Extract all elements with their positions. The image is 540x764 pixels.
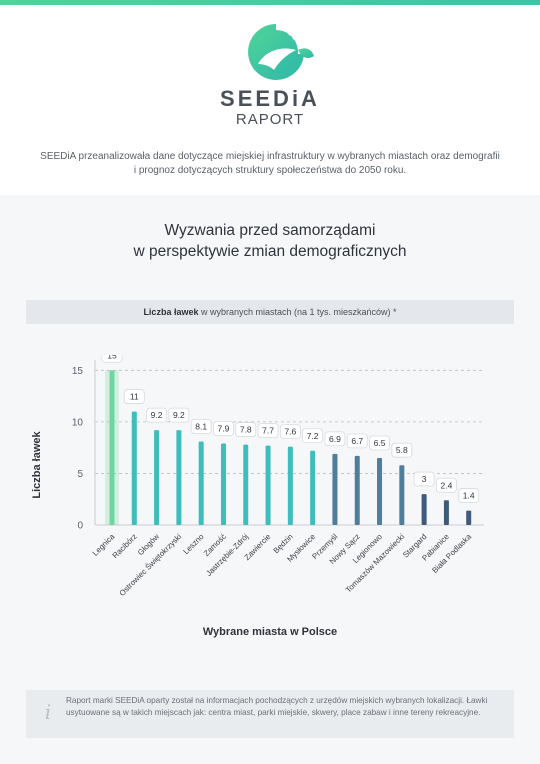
bar-3 [154, 430, 160, 525]
bar-10 [310, 450, 316, 525]
data-label: 5.8 [396, 445, 408, 455]
data-label: 3 [422, 474, 427, 484]
data-label: 11 [130, 392, 139, 402]
data-label: 6.5 [374, 438, 386, 448]
data-label: 7.8 [240, 425, 252, 435]
data-label-box [101, 355, 123, 363]
data-label: 15 [107, 355, 117, 360]
data-label: 6.9 [329, 434, 341, 444]
data-label-box [123, 389, 145, 404]
y-tick-label: 15 [72, 366, 84, 377]
data-label-box [190, 419, 212, 434]
data-label-box [413, 471, 435, 487]
data-label-box [346, 433, 368, 449]
data-label: 7.9 [218, 424, 230, 434]
data-label-box [235, 422, 257, 437]
brand-name: SEEDiA [220, 86, 320, 111]
bar-8 [265, 445, 271, 525]
data-label: 1.4 [463, 491, 475, 501]
footnote-box: i Raport marki SEEDiA oparty został na i… [26, 690, 514, 738]
data-label: 9.2 [151, 410, 163, 420]
data-label-box [168, 407, 190, 423]
report-title-line-1: Wyzwania przed samorządami [164, 222, 376, 239]
bar-13 [377, 457, 383, 525]
data-label-box [279, 424, 301, 440]
seedia-logo-icon [248, 24, 314, 80]
info-icon: i [44, 700, 52, 724]
bar-15 [421, 494, 427, 525]
report-title-line-2: w perspektywie zmian demograficznych [133, 243, 407, 260]
report-title: Wyzwania przed samorządami w perspektywi… [60, 220, 480, 262]
data-label: 2.4 [440, 480, 452, 490]
data-label: 7.6 [284, 427, 296, 437]
data-label: 7.2 [307, 431, 319, 441]
bar-4 [176, 430, 182, 525]
data-label-box [302, 428, 324, 444]
footnote-text: Raport marki SEEDiA oparty został na inf… [66, 696, 488, 717]
data-label-box [458, 488, 480, 503]
y-axis-title: Liczba ławek [31, 430, 43, 498]
data-label: 8.1 [195, 421, 207, 431]
bar-highlight-glow [105, 370, 119, 525]
data-label-box [257, 423, 279, 438]
bar-2 [131, 411, 137, 525]
y-tick-label: 0 [77, 521, 83, 532]
data-label: 9.2 [173, 410, 185, 420]
bar-7 [243, 444, 249, 525]
bar-17 [466, 510, 472, 525]
bar-5 [198, 441, 204, 525]
data-label-box [213, 421, 234, 436]
category-label: Racibórz [111, 532, 139, 560]
data-label-box [324, 431, 346, 447]
data-label-box [146, 407, 167, 423]
bar-11 [332, 453, 338, 525]
bar-14 [399, 465, 405, 525]
data-label: 7.7 [262, 426, 274, 436]
data-label-box [391, 442, 413, 458]
bar-16 [443, 500, 449, 525]
bar-9 [287, 446, 293, 525]
x-axis-label: Wybrane miasta w Polsce [202, 626, 338, 638]
intro-text: SEEDiA przeanalizowała dane dotyczące mi… [40, 151, 500, 176]
brand-subtitle: RAPORT [235, 111, 305, 128]
data-label-box [436, 477, 457, 493]
data-label-box [369, 435, 390, 451]
y-tick-label: 5 [77, 469, 83, 480]
bar-6 [220, 443, 226, 525]
chart-subtitle: Liczba ławek w wybranych miastach (na 1 … [26, 300, 514, 324]
chart-subtitle-bold: Liczba ławek [143, 307, 199, 317]
chart-subtitle-rest: w wybranych miastach (na 1 tys. mieszkań… [198, 307, 397, 317]
data-label: 6.7 [351, 436, 363, 446]
bar-1 [109, 370, 115, 525]
bar-12 [354, 455, 360, 525]
bar-chart: Liczba ławek05101515Legnica11Racibórz9.2… [31, 355, 484, 598]
top-accent-bar [0, 0, 540, 5]
category-label: Biała Podlaska [430, 532, 473, 575]
y-tick-label: 10 [72, 417, 84, 428]
